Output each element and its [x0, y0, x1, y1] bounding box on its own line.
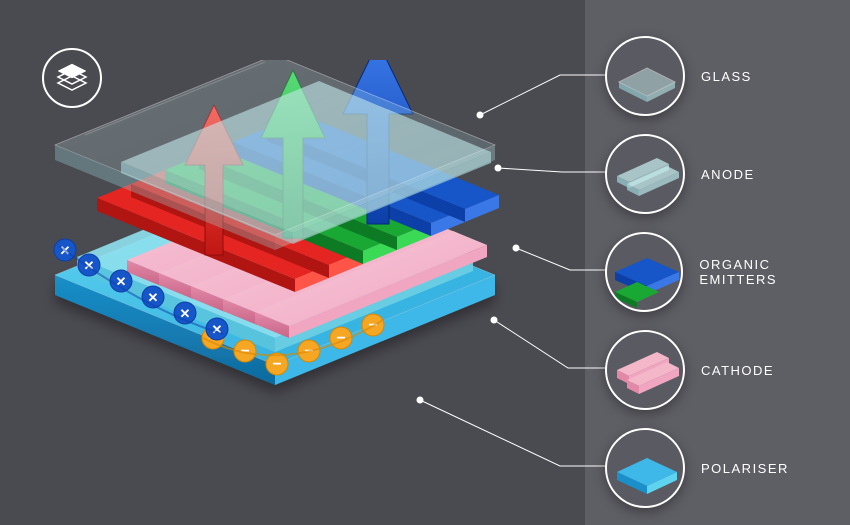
- legend-glass: GLASS: [605, 36, 752, 116]
- legend-glass-label: GLASS: [701, 69, 752, 84]
- legend-cathode: CATHODE: [605, 330, 774, 410]
- oled-layers-diagram: −−− −−− ✕✕✕ ✕✕✕: [25, 60, 565, 500]
- svg-text:−: −: [336, 330, 345, 347]
- legend-glass-icon: [605, 36, 685, 116]
- legend-polariser: POLARISER: [605, 428, 789, 508]
- legend-emitters-icon: [605, 232, 683, 312]
- legend-polariser-icon: [605, 428, 685, 508]
- legend-polariser-label: POLARISER: [701, 461, 789, 476]
- legend-emitters: ORGANIC EMITTERS: [605, 232, 850, 312]
- svg-text:✕: ✕: [212, 322, 223, 337]
- legend-cathode-icon: [605, 330, 685, 410]
- legend-emitters-label: ORGANIC EMITTERS: [699, 257, 850, 287]
- legend-anode-label: ANODE: [701, 167, 755, 182]
- legend-anode-icon: [605, 134, 685, 214]
- svg-text:−: −: [272, 356, 281, 373]
- legend-anode: ANODE: [605, 134, 755, 214]
- legend-cathode-label: CATHODE: [701, 363, 774, 378]
